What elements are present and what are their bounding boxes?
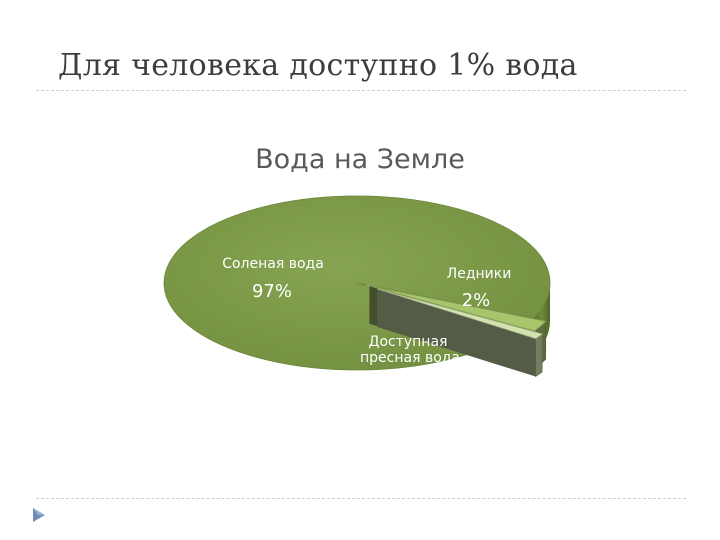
slide-title: Для человека доступно 1% вода	[58, 48, 578, 83]
slice-2-value-label: 2%	[462, 290, 491, 311]
slice-3-name-label-line-2: пресная вода	[360, 350, 460, 366]
pie-slice-3-side	[535, 333, 543, 378]
bottom-divider	[36, 498, 686, 499]
pie-slice-3-face	[377, 288, 536, 377]
slice-3-name-label-line-1: Доступная	[369, 334, 448, 350]
pie-slice-3	[377, 288, 544, 378]
slice-1-value-label: 97%	[252, 281, 292, 302]
slice-3-value-label: 1%	[390, 377, 419, 398]
pie-slices	[163, 195, 551, 378]
slice-1-name-label: Соленая вода	[222, 256, 324, 272]
top-divider	[36, 90, 686, 91]
chart-title: Вода на Земле	[255, 144, 465, 175]
slice-2-name-label: Ледники	[447, 266, 512, 282]
pie-labels: Соленая вода 97% Ледники 2% Доступнаяпресная…	[222, 256, 511, 398]
pie-slice-2-top	[369, 285, 547, 332]
next-slide-arrow-icon[interactable]	[32, 507, 46, 523]
pie-slice-3-top	[377, 288, 544, 339]
